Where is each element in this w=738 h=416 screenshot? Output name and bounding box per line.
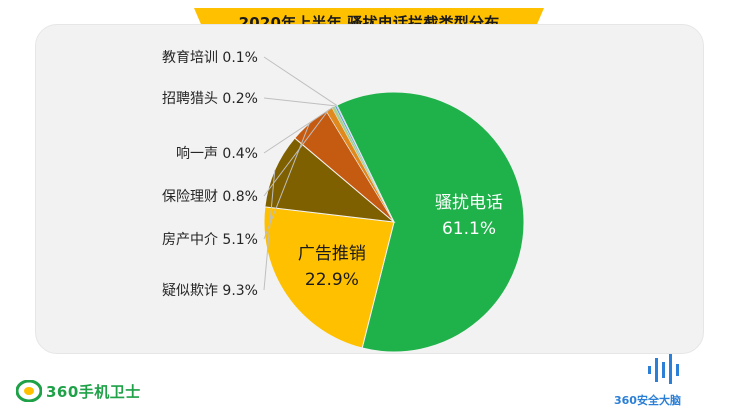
leader-line-教育培训 (263, 56, 337, 106)
brand-360-security-brain: 360安全大脑 (614, 352, 724, 412)
slice-label-保险理财: 保险理财 0.8% (162, 189, 258, 205)
slice-label-招聘猎头: 招聘猎头 0.2% (162, 91, 258, 107)
slice-name-招聘猎头: 招聘猎头 (162, 91, 222, 107)
leader-line-响一声 (263, 106, 334, 154)
pie-slice-骚扰电话 (336, 91, 525, 353)
slice-name-房产中介: 房产中介 (162, 232, 222, 248)
leader-line-房产中介 (263, 123, 310, 240)
brand-right-text: 360安全大脑 (614, 394, 681, 407)
leader-line-招聘猎头 (263, 97, 336, 107)
slice-value-骚扰电话: 61.1% (442, 219, 496, 239)
slice-value-招聘猎头: 0.2% (222, 91, 258, 107)
slice-label-教育培训: 教育培训 0.1% (162, 50, 258, 66)
leader-line-保险理财 (263, 109, 330, 197)
slice-label-疑似欺诈: 疑似欺诈 9.3% (162, 283, 258, 299)
slice-label-响一声: 响一声 0.4% (176, 146, 258, 162)
slice-value-响一声: 0.4% (222, 146, 258, 162)
pie-slice-广告推销 (263, 206, 395, 349)
slice-name-保险理财: 保险理财 (162, 189, 222, 205)
slice-value-房产中介: 5.1% (222, 232, 258, 248)
slice-name-骚扰电话: 骚扰电话 (435, 193, 503, 213)
slice-name-教育培训: 教育培训 (162, 50, 222, 66)
slice-name-响一声: 响一声 (176, 146, 222, 162)
brand-left-text: 360手机卫士 (46, 382, 141, 401)
slice-value-保险理财: 0.8% (222, 189, 258, 205)
slice-value-疑似欺诈: 9.3% (222, 283, 258, 299)
slice-value-教育培训: 0.1% (222, 50, 258, 66)
sound-wave-icon (648, 354, 679, 384)
brand-360-mobile-guard: 360手机卫士 (16, 378, 141, 404)
leader-line-疑似欺诈 (263, 170, 276, 291)
slice-label-房产中介: 房产中介 5.1% (162, 232, 258, 248)
slice-name-疑似欺诈: 疑似欺诈 (162, 283, 222, 299)
slice-name-广告推销: 广告推销 (298, 244, 366, 264)
360-logo-icon (16, 380, 42, 402)
slice-value-广告推销: 22.9% (305, 270, 359, 290)
